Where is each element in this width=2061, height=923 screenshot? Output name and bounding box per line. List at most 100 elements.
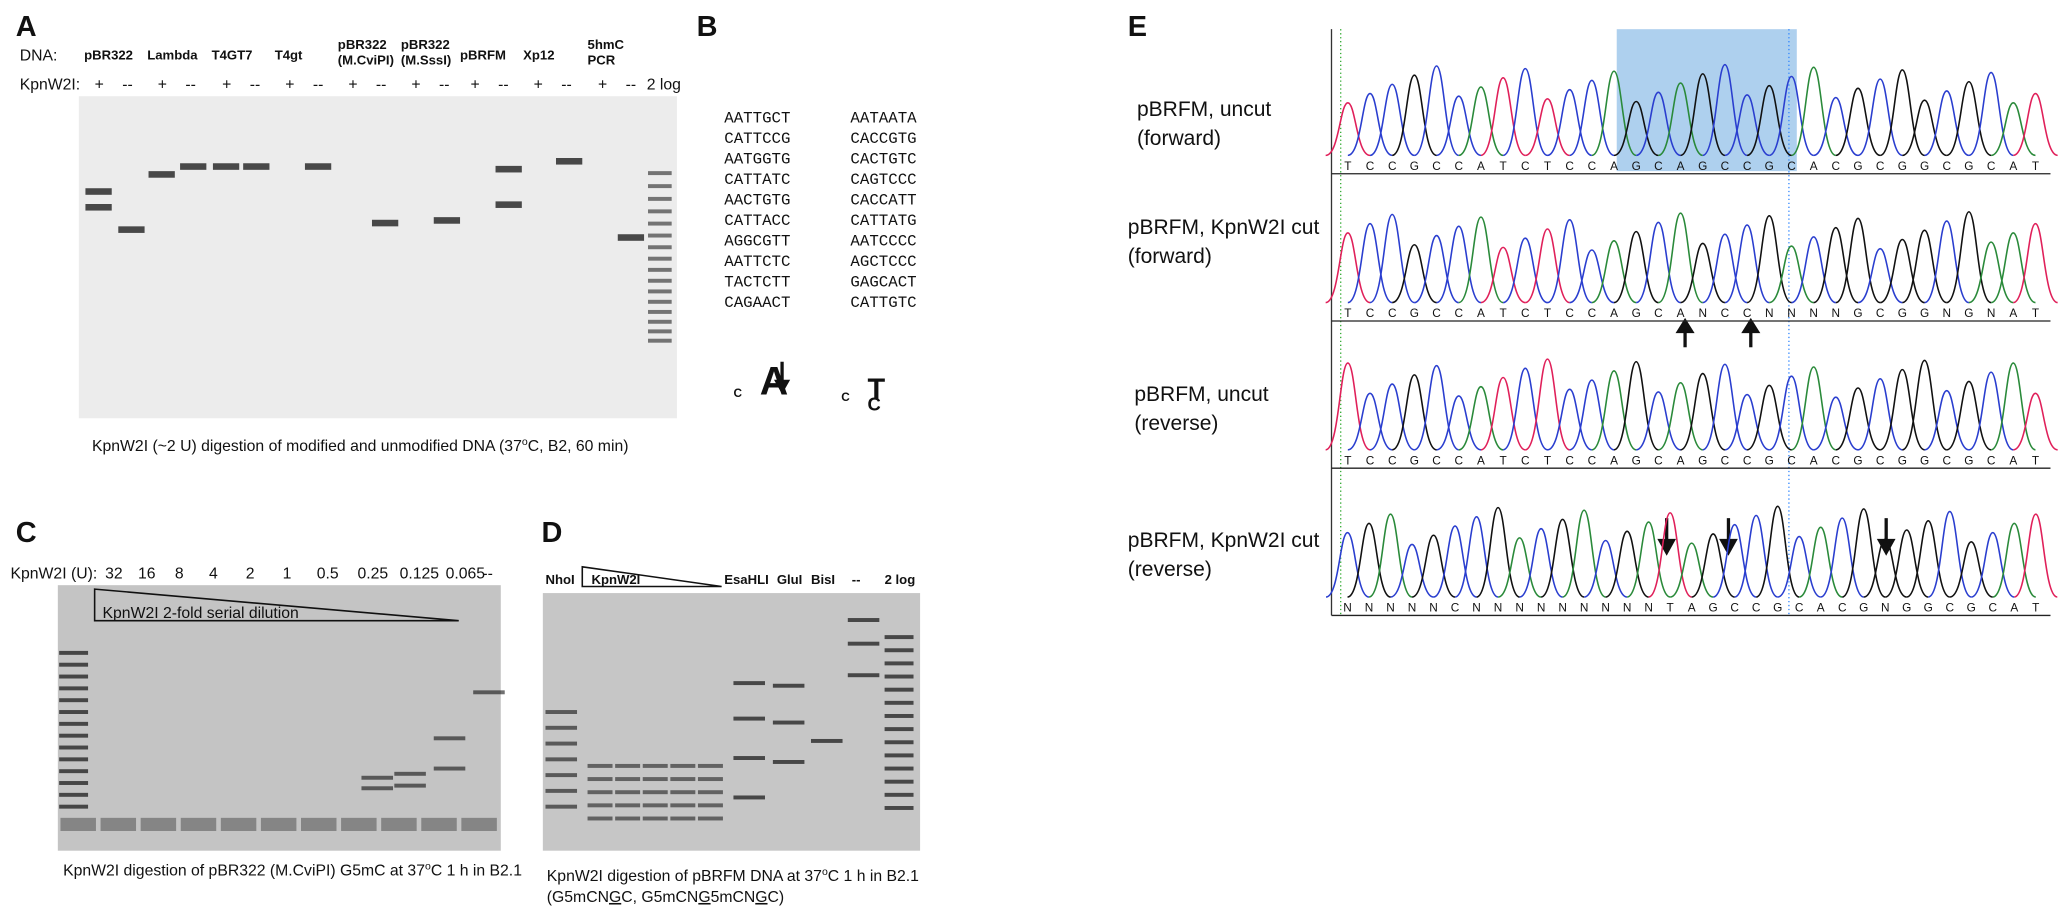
trace-peak <box>1798 526 1843 598</box>
trace-peak <box>2013 513 2058 598</box>
base-letter: G <box>1698 453 1707 467</box>
gel-band <box>361 775 394 780</box>
base-letter: A <box>1817 600 1825 614</box>
gel-band <box>59 650 89 655</box>
trace-peak <box>1591 370 1637 451</box>
highlight <box>1616 29 1797 172</box>
gel-band <box>648 209 672 214</box>
trace-peak <box>1414 65 1460 157</box>
gel-band <box>433 217 461 224</box>
trace-peak <box>1436 225 1482 304</box>
gel-band <box>884 753 914 758</box>
gel-band <box>847 641 880 646</box>
base-letter: C <box>1721 453 1730 467</box>
label: -- <box>852 572 861 587</box>
gel-a <box>78 96 677 419</box>
caption-part: (G5mCN <box>547 889 609 906</box>
gel-band <box>648 319 672 324</box>
base-letter: T <box>1344 306 1351 320</box>
trace-peak <box>1547 88 1593 157</box>
label: (M.CviPI) <box>338 53 394 68</box>
gel-band <box>884 700 914 705</box>
gel-band <box>304 163 332 170</box>
base-letter: A <box>1477 453 1485 467</box>
base-letter: N <box>1429 600 1438 614</box>
gel-band <box>697 763 723 768</box>
base-letter: N <box>1644 600 1653 614</box>
base-letter: G <box>1765 159 1774 173</box>
trace-peak <box>1835 217 1881 304</box>
gel-band <box>545 804 578 809</box>
gel-band <box>648 233 672 238</box>
gel-band <box>140 817 177 831</box>
base-letter: C <box>1876 453 1885 467</box>
trace-peak <box>1680 242 1726 304</box>
trace-peak <box>1791 66 1837 157</box>
label: 8 <box>175 566 184 583</box>
gel-band <box>59 721 89 726</box>
trace-peak <box>1946 80 1992 157</box>
base-letter: N <box>1765 306 1774 320</box>
gel-band <box>615 777 641 782</box>
trace-peak <box>1901 359 1948 451</box>
gel-band <box>884 713 914 718</box>
gel-band <box>670 763 696 768</box>
trace-peak <box>1368 513 1413 598</box>
base-letter: G <box>1698 159 1707 173</box>
base-letter: T <box>1544 159 1551 173</box>
trace-peak <box>1347 92 1393 157</box>
gel-band <box>810 738 843 743</box>
label: (forward) <box>1128 245 1212 268</box>
base-letter: A <box>1477 306 1485 320</box>
gel-band <box>545 741 578 746</box>
trace-peak <box>1946 380 1992 451</box>
label: (reverse) <box>1134 412 1218 435</box>
base-letter: N <box>1408 600 1417 614</box>
label: TACTCTT <box>724 274 790 292</box>
base-letter: A <box>1810 159 1818 173</box>
trace-peak <box>1458 385 1504 451</box>
caption-part: KpnW2I digestion of pBRFM DNA at 37 <box>547 868 822 885</box>
label: -- <box>122 77 133 94</box>
base-letter: C <box>1388 159 1397 173</box>
label: 0.25 <box>358 566 389 583</box>
label: BisI <box>811 572 835 587</box>
gel-c <box>57 585 501 851</box>
gel-band <box>100 817 137 831</box>
trace-peak <box>1970 531 2015 598</box>
trace-peak <box>2012 392 2058 451</box>
base-letter: N <box>1942 306 1951 320</box>
base-letter: A <box>1677 453 1685 467</box>
gel-band <box>59 686 89 691</box>
gel-band <box>545 757 578 762</box>
base-letter: C <box>1795 600 1804 614</box>
trace-peak <box>2012 222 2059 304</box>
base-letter: C <box>1521 306 1530 320</box>
base-letter: A <box>2009 306 2017 320</box>
label: AGCTCCC <box>850 253 916 271</box>
label: D <box>542 517 563 549</box>
gel-band <box>85 204 112 211</box>
base-letter: N <box>1580 600 1589 614</box>
trace-peak <box>1325 362 1371 451</box>
trace-peak <box>1519 527 1563 598</box>
base-letter: C <box>1366 453 1375 467</box>
gel-band <box>648 309 672 314</box>
gel-band <box>648 171 672 176</box>
base-letter: C <box>1721 306 1730 320</box>
base-letter: C <box>1989 600 1998 614</box>
trace-peak <box>1820 517 1865 598</box>
base-letter: A <box>1677 306 1685 320</box>
gel-band <box>884 779 914 784</box>
base-letter: N <box>1365 600 1374 614</box>
gel-band <box>60 817 96 831</box>
trace-peak <box>1605 530 1649 598</box>
trace-peak <box>1635 391 1681 451</box>
base-letter: T <box>2032 306 2039 320</box>
label: + <box>348 77 357 94</box>
label: 2 log <box>647 77 681 94</box>
arrows <box>773 317 1896 556</box>
label: AATTCTC <box>724 253 790 271</box>
label: -- <box>439 77 450 94</box>
trace-peak <box>1347 222 1393 304</box>
